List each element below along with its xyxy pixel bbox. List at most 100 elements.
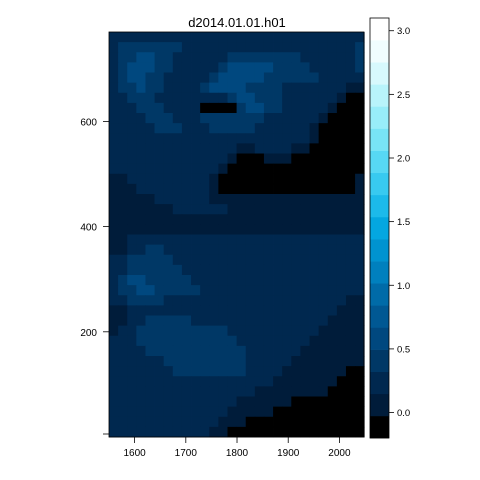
colorbar-tick-label: 1.5 [397,217,410,228]
heatmap-cell [355,42,365,53]
heatmap-cell [327,234,338,246]
heatmap-cell [318,264,329,276]
heatmap-cell [245,183,256,195]
heatmap-cell [236,173,247,185]
heatmap-cell [263,82,274,94]
heatmap-cell [309,305,320,316]
heatmap-cell [345,275,356,286]
heatmap-cell [345,153,356,165]
heatmap-cell [291,406,301,418]
heatmap-cell [263,173,274,185]
heatmap-cell [345,204,356,215]
heatmap-cell [200,92,210,104]
heatmap-cell [355,204,365,215]
heatmap-cell [254,113,265,124]
heatmap-cell [191,325,201,337]
heatmap-cell [291,426,301,438]
heatmap-cell [345,102,356,114]
heatmap-cell [191,234,201,246]
heatmap-cell [163,92,174,104]
heatmap-cell [327,335,338,347]
heatmap-cell [327,426,338,438]
heatmap-cell [163,234,174,246]
heatmap-cell [145,275,155,286]
heatmap-cell [109,214,119,225]
heatmap-cell [118,356,128,367]
heatmap-cell [355,113,365,124]
heatmap-cell [109,153,119,165]
heatmap-cell [118,305,128,316]
heatmap-cell [172,234,183,246]
heatmap-cell [109,133,119,144]
heatmap-cell [336,173,347,185]
heatmap-cell [163,82,174,94]
heatmap-cell [218,366,228,377]
heatmap-cell [300,194,310,205]
heatmap-cell [118,214,128,225]
heatmap-cell [327,214,338,225]
heatmap-cell [236,143,247,154]
heatmap-cell [273,325,283,337]
heatmap-cell [309,426,320,438]
heatmap-cell [209,163,219,175]
heatmap-cell [245,153,256,165]
heatmap-cell [218,396,228,408]
heatmap-cell [163,406,174,418]
heatmap-cell [318,72,329,84]
heatmap-cell [127,32,137,43]
heatmap-cell [191,335,201,347]
heatmap-cell [309,366,320,377]
heatmap-cell [309,113,320,124]
heatmap-cell [145,133,155,144]
heatmap-cell [345,285,356,296]
heatmap-cell [318,143,329,154]
heatmap-cell [172,214,183,225]
heatmap-cell [145,173,155,185]
heatmap-cell [245,62,256,73]
heatmap-cell [191,214,201,225]
heatmap-cell [118,426,128,438]
heatmap-cell [273,163,283,175]
heatmap-cell [118,183,128,195]
heatmap-cell [236,345,247,357]
heatmap-cell [154,32,165,43]
heatmap-cell [291,173,301,185]
heatmap-cell [245,325,256,337]
heatmap-cell [355,345,365,357]
y-axis: 200 400 600 [80,117,109,435]
heatmap-cell [236,92,247,104]
heatmap-cell [136,244,146,256]
heatmap-cell [154,335,165,347]
heatmap-cell [145,325,155,337]
heatmap-cell [273,285,283,296]
heatmap-cell [127,123,137,134]
heatmap-cell [318,92,329,104]
heatmap-cell [181,194,192,205]
heatmap-cell [209,356,219,367]
heatmap-cell [291,285,301,296]
heatmap-cell [218,325,228,337]
heatmap-cell [309,234,320,246]
heatmap-cell [309,52,320,63]
colorbar-tick-label: 1.0 [397,281,410,292]
heatmap-cells [109,32,365,438]
heatmap-cell [327,173,338,185]
heatmap-cell [218,356,228,367]
heatmap-cell [336,234,347,246]
heatmap-cell [172,325,183,337]
heatmap-cell [163,113,174,124]
heatmap-cell [236,183,247,195]
heatmap-cell [236,285,247,296]
heatmap-cell [172,113,183,124]
colorbar-swatch [370,305,389,328]
heatmap-cell [154,113,165,124]
heatmap-cell [318,386,329,397]
heatmap-cell [327,305,338,316]
heatmap-cell [181,386,192,397]
heatmap-cell [127,275,137,286]
heatmap-cell [136,386,146,397]
heatmap-cell [245,416,256,428]
heatmap-cell [300,224,310,235]
heatmap-cell [273,173,283,185]
heatmap-cell [200,62,210,73]
